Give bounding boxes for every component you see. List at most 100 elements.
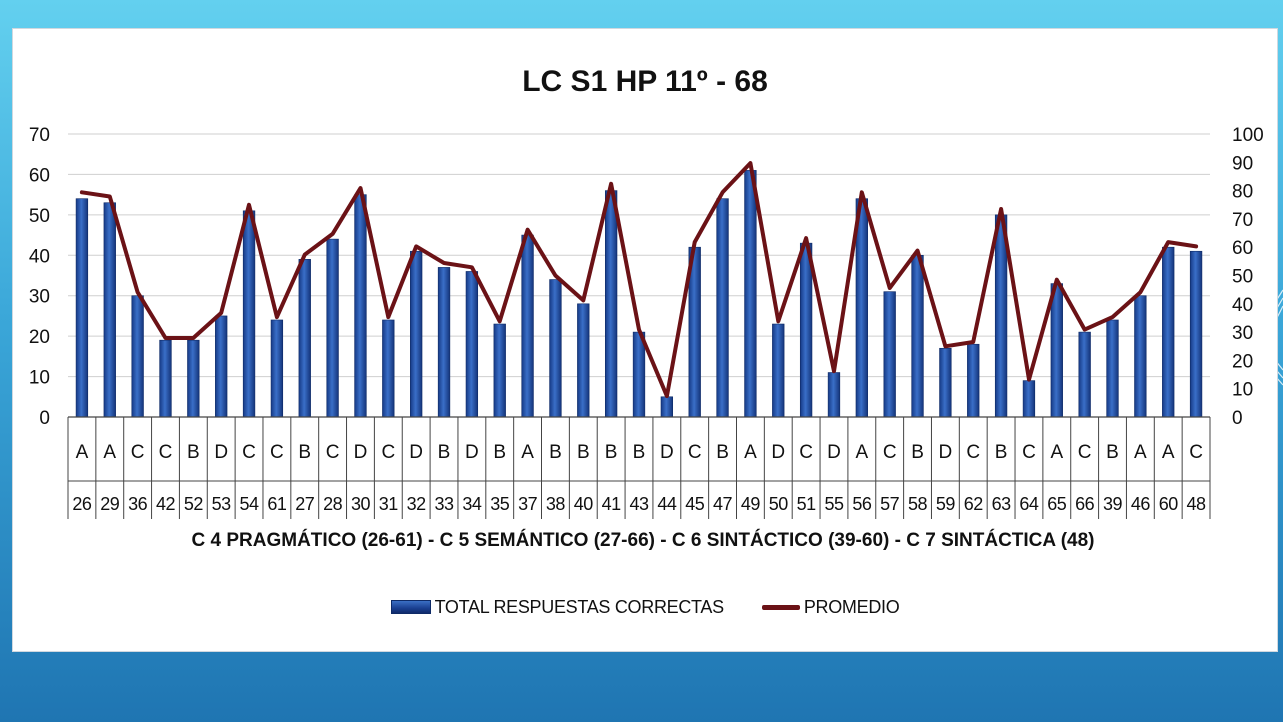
y2-tick-label: 40 [1232, 295, 1253, 316]
question-label: 32 [407, 494, 427, 514]
question-label: 50 [769, 494, 789, 514]
answer-label: C [242, 442, 256, 463]
legend-bar-label: TOTAL RESPUESTAS CORRECTAS [434, 596, 725, 617]
question-label: 65 [1047, 494, 1067, 514]
bar [326, 238, 339, 418]
question-label: 35 [490, 494, 510, 514]
question-label: 59 [936, 494, 956, 514]
question-label: 58 [908, 494, 928, 514]
answer-label: C [1189, 442, 1203, 463]
bar [632, 331, 646, 418]
answer-label: B [298, 442, 311, 463]
answer-label: A [76, 442, 89, 463]
question-label: 51 [797, 494, 817, 514]
answer-label: D [214, 442, 228, 463]
promedio-line [79, 161, 1199, 399]
question-label: 56 [852, 494, 872, 514]
bar [1050, 283, 1063, 418]
y-tick-label: 70 [29, 125, 50, 146]
question-label: 52 [184, 494, 204, 514]
bar [410, 250, 423, 418]
question-label: 40 [574, 494, 594, 514]
answer-label: B [577, 442, 590, 463]
legend-line-label: PROMEDIO [803, 596, 900, 617]
bar [716, 198, 729, 418]
question-label: 49 [741, 494, 761, 514]
bar [187, 339, 200, 418]
bar [437, 267, 451, 418]
question-label: 34 [462, 494, 482, 514]
question-label: 47 [713, 494, 733, 514]
question-label: 46 [1131, 494, 1151, 514]
bar [215, 315, 228, 418]
answer-label: A [1162, 442, 1175, 463]
answer-label: B [995, 442, 1008, 463]
answer-label: C [799, 442, 813, 463]
legend-item-line: PROMEDIO [761, 596, 900, 618]
question-label: 26 [72, 494, 92, 514]
answer-label: B [493, 442, 506, 463]
y-tick-label: 60 [29, 165, 50, 186]
legend-bar-swatch [390, 600, 431, 614]
y2-tick-label: 50 [1232, 267, 1253, 288]
y2-tick-label: 20 [1232, 351, 1253, 372]
answer-label: A [855, 442, 868, 463]
y-tick-label: 50 [29, 206, 50, 227]
answer-label: A [1050, 442, 1063, 463]
bar [103, 202, 116, 418]
bar [159, 339, 172, 418]
question-label: 38 [546, 494, 566, 514]
answer-label: A [103, 442, 116, 463]
question-label: 62 [964, 494, 984, 514]
combo-chart: LC S1 HP 11º - 68 0 10 20 30 40 50 60 70 0 10 20 3… [29, 65, 1264, 551]
bar [493, 323, 506, 418]
answer-label: B [1106, 442, 1119, 463]
question-label: 55 [824, 494, 844, 514]
question-label: 53 [212, 494, 232, 514]
answer-label: D [660, 442, 674, 463]
bar [242, 210, 256, 418]
bar [827, 372, 841, 418]
answer-label: C [131, 442, 145, 463]
bar [660, 396, 674, 418]
question-label: 48 [1187, 494, 1207, 514]
bar [298, 259, 311, 418]
bar [131, 295, 144, 418]
line-series [79, 161, 1199, 399]
bar [967, 343, 980, 418]
question-label: 30 [351, 494, 371, 514]
y-tick-label: 10 [29, 368, 50, 389]
answer-label: A [521, 442, 534, 463]
answer-label: D [354, 442, 368, 463]
answer-label: C [966, 442, 980, 463]
bar [1106, 319, 1119, 418]
answer-label: D [409, 442, 423, 463]
y-axis-right: 0 10 20 30 40 50 60 70 80 90 100 [1232, 125, 1264, 429]
y2-tick-label: 100 [1232, 125, 1264, 146]
bar [1134, 295, 1147, 418]
bar [772, 323, 785, 418]
question-label: 64 [1019, 494, 1039, 514]
bar [744, 170, 757, 418]
chart-title: LC S1 HP 11º - 68 [522, 65, 768, 98]
question-label: 29 [100, 494, 120, 514]
y2-tick-label: 0 [1232, 408, 1243, 429]
answer-label: B [187, 442, 200, 463]
bar [354, 194, 367, 418]
answer-label: C [1078, 442, 1092, 463]
bar [911, 254, 924, 418]
chart-card: LC S1 HP 11º - 68 0 10 20 30 40 50 60 70 0 10 20 3… [12, 28, 1278, 652]
answer-label: B [549, 442, 562, 463]
answer-label: D [939, 442, 953, 463]
question-label: 36 [128, 494, 148, 514]
bar [883, 291, 896, 418]
question-label: 39 [1103, 494, 1123, 514]
question-label: 44 [657, 494, 677, 514]
answer-label: C [688, 442, 702, 463]
answer-label: B [633, 442, 646, 463]
question-label: 66 [1075, 494, 1095, 514]
question-label: 43 [629, 494, 649, 514]
bar [1189, 250, 1203, 418]
answer-label: C [381, 442, 395, 463]
